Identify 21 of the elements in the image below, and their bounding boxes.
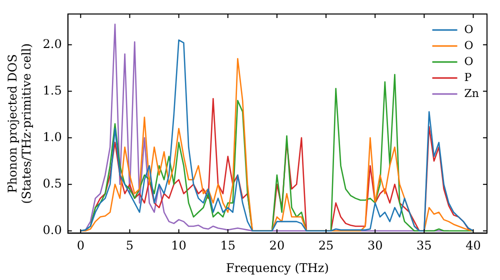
- x-tick-label: 15: [220, 238, 236, 253]
- x-tick-label: 20: [269, 238, 285, 253]
- x-tick-label: 40: [466, 238, 481, 253]
- y-tick-label: 0.5: [42, 176, 62, 190]
- legend-label: O: [464, 38, 474, 52]
- x-tick-label: 0: [76, 238, 84, 253]
- legend-label: Zn: [464, 86, 480, 100]
- x-tick-label: 5: [126, 238, 134, 253]
- x-tick-label: 25: [318, 238, 334, 253]
- y-tick-label: 1.5: [42, 83, 62, 98]
- x-tick-label: 35: [416, 238, 432, 253]
- x-tick-label: 30: [367, 238, 383, 253]
- y-tick-label: 1.0: [42, 130, 62, 144]
- y-axis-title: Phonon projected DOS (States/THz·primitive cell): [5, 43, 34, 204]
- x-axis-title: Frequency (THz): [226, 260, 329, 275]
- legend-label: O: [464, 54, 474, 68]
- y-tick-label: 0.0: [42, 223, 62, 237]
- legend-label: P: [464, 70, 472, 84]
- legend-label: O: [464, 22, 474, 36]
- y-tick-label: 2.0: [42, 36, 62, 51]
- x-tick-label: 10: [171, 238, 186, 253]
